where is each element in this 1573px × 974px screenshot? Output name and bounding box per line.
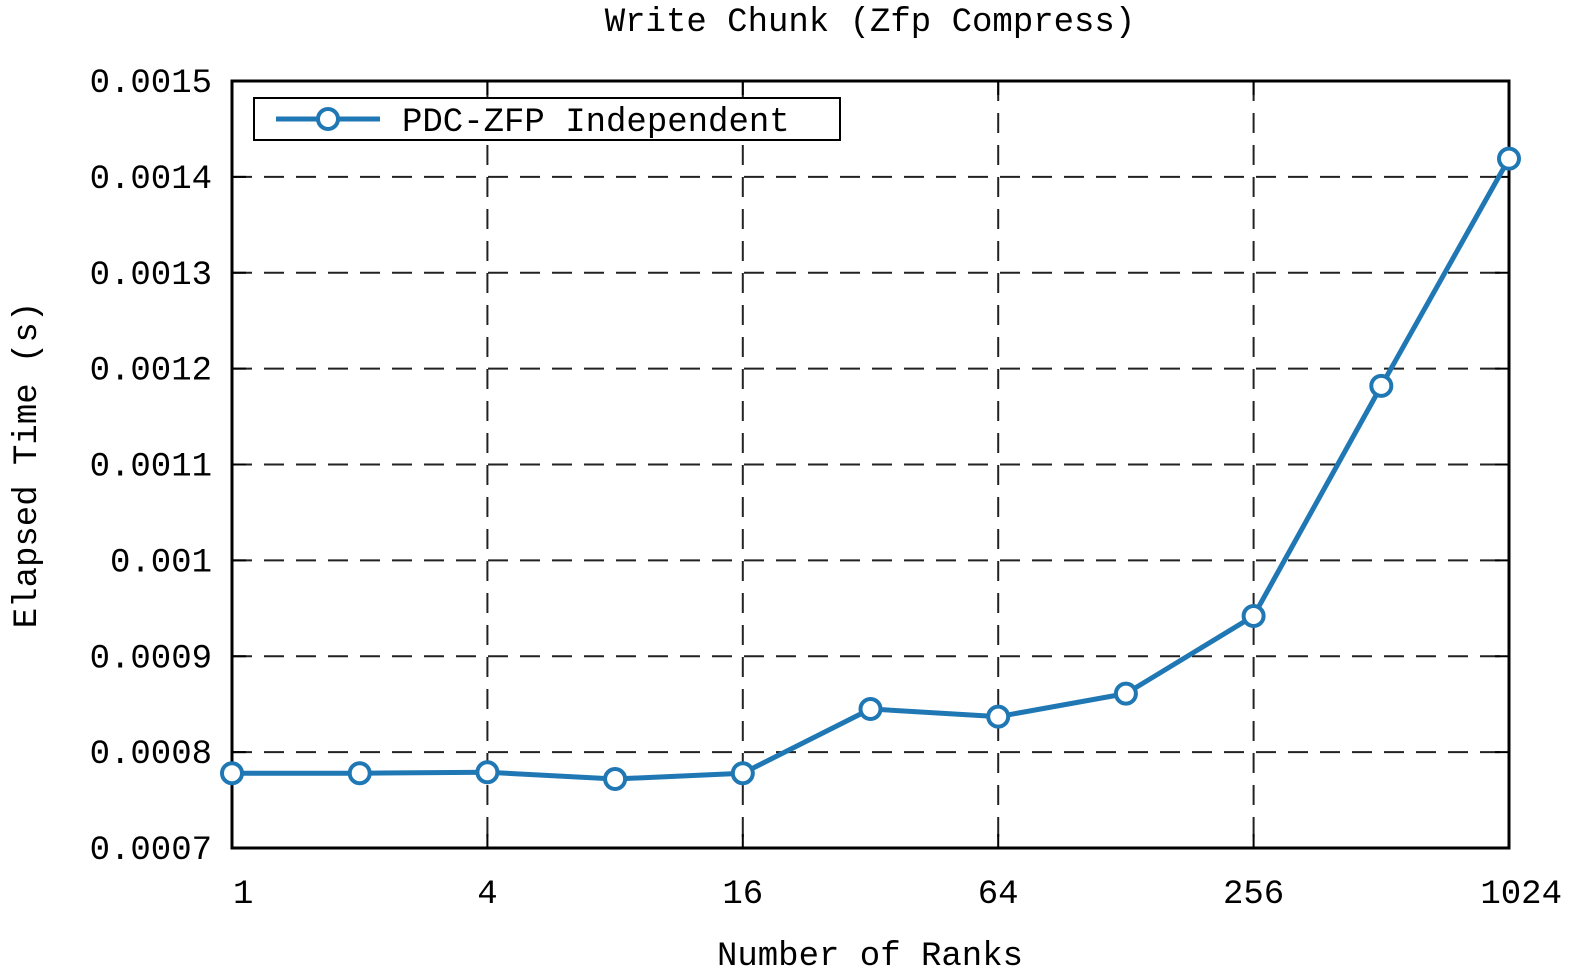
y-tick-label: 0.0012 bbox=[90, 353, 212, 391]
data-point bbox=[1113, 681, 1138, 706]
x-tick-label: 1024 bbox=[1480, 876, 1562, 914]
data-point bbox=[220, 761, 244, 786]
grid-lines bbox=[232, 81, 1509, 848]
x-tick-label: 4 bbox=[477, 876, 497, 914]
axes bbox=[230, 79, 1511, 850]
x-tick-label: 1 bbox=[233, 876, 253, 914]
data-point bbox=[475, 760, 500, 785]
chart-title: Write Chunk (Zfp Compress) bbox=[605, 4, 1136, 42]
data-point bbox=[858, 696, 883, 721]
x-tick-label: 64 bbox=[978, 876, 1019, 914]
y-tick-label: 0.0014 bbox=[90, 161, 212, 199]
tick-labels: 0.0007 0.0008 0.0009 0.001 0.0011 0.0012 0.001… bbox=[90, 65, 1562, 914]
data-point bbox=[730, 761, 755, 786]
data-point bbox=[603, 766, 628, 791]
legend-marker-sample bbox=[316, 107, 340, 131]
y-tick-label: 0.001 bbox=[110, 544, 212, 582]
y-tick-label: 0.0007 bbox=[90, 832, 212, 870]
data-point bbox=[1369, 373, 1394, 398]
y-axis-label: Elapsed Time (s) bbox=[9, 302, 47, 628]
data-point bbox=[1241, 603, 1266, 628]
data-point bbox=[1497, 146, 1521, 171]
y-tick-label: 0.0015 bbox=[90, 65, 212, 103]
y-tick-label: 0.0009 bbox=[90, 640, 212, 678]
legend: PDC-ZFP Independent bbox=[253, 97, 841, 142]
series-line bbox=[232, 157, 1512, 782]
x-tick-label: 16 bbox=[722, 876, 763, 914]
plot-frame bbox=[230, 79, 1511, 850]
x-tick-label: 256 bbox=[1223, 876, 1284, 914]
y-tick-label: 0.0011 bbox=[90, 449, 212, 487]
data-point bbox=[347, 761, 372, 786]
data-point bbox=[986, 704, 1011, 729]
legend-label: PDC-ZFP Independent bbox=[402, 104, 790, 142]
y-tick-label: 0.0008 bbox=[90, 736, 212, 774]
y-tick-label: 0.0013 bbox=[90, 257, 212, 295]
series-layer bbox=[220, 146, 1521, 791]
x-axis-label: Number of Ranks bbox=[717, 938, 1023, 974]
